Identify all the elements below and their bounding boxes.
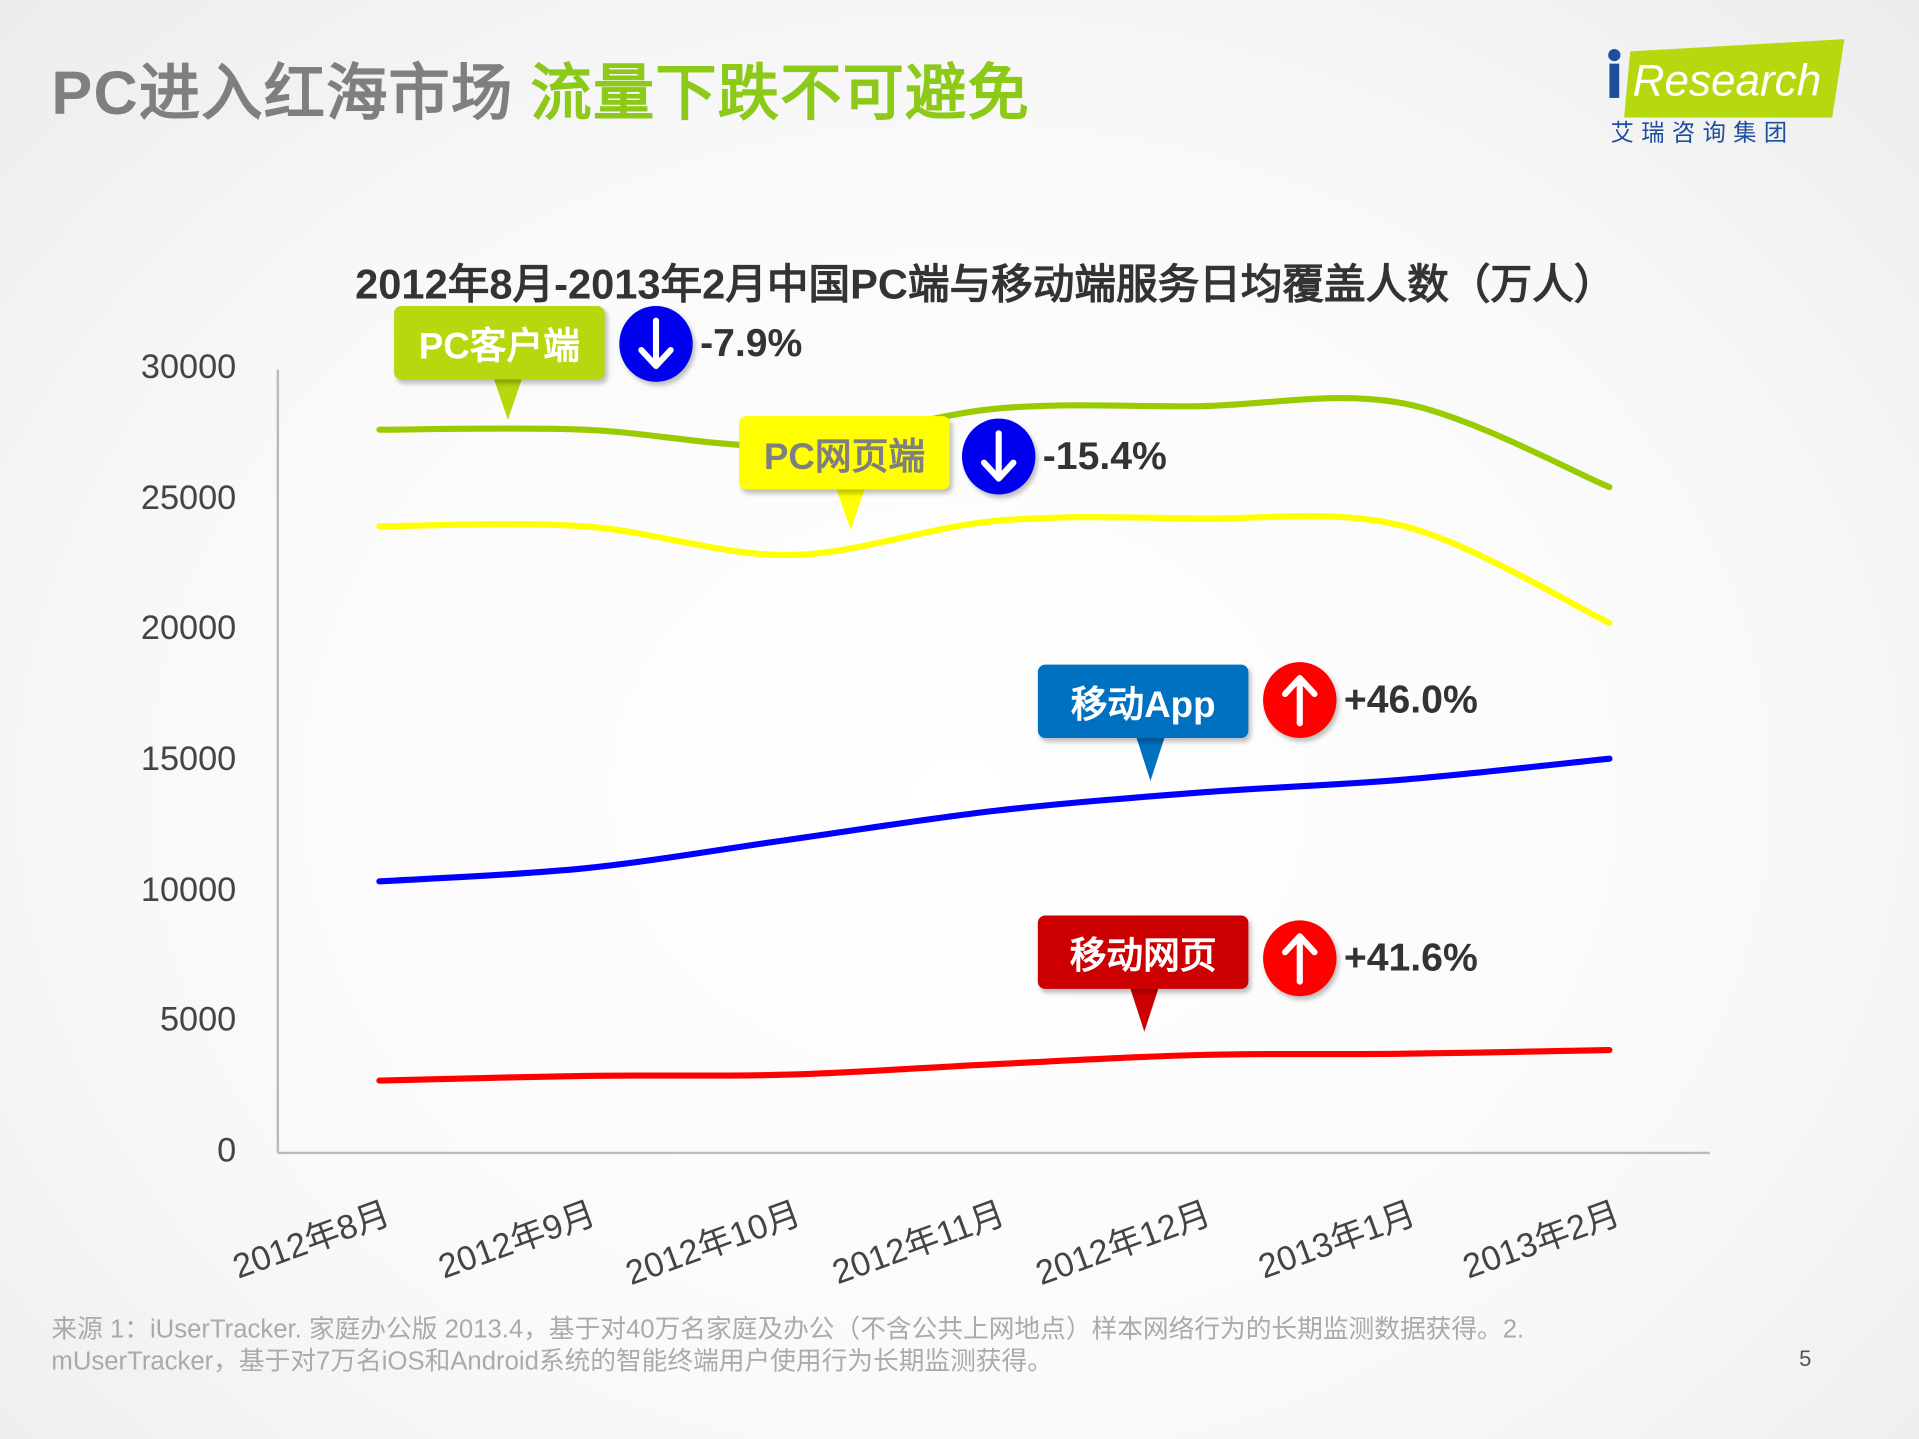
y-tick-label: 25000 (140, 478, 237, 517)
series-line-2 (376, 755, 1613, 885)
change-percent: -7.9% (700, 320, 803, 365)
arrow-up-icon (1263, 662, 1337, 739)
change-percent: +46.0% (1343, 676, 1478, 721)
slide-title: PC进入红海市场 流量下跌不可避免 (51, 44, 1029, 132)
chart-title: 2012年8月-2013年2月中国PC端与移动端服务日均覆盖人数（万人） (355, 261, 1616, 309)
series-label: 移动App (1037, 664, 1249, 739)
arrow-down-icon (961, 418, 1036, 495)
y-tick-label: 30000 (140, 347, 237, 386)
change-percent: -15.4% (1042, 433, 1167, 478)
series-label: PC网页端 (739, 416, 950, 490)
arrow-up-icon (1263, 920, 1337, 997)
callout-pointer (1129, 986, 1160, 1032)
callout-pointer (1135, 735, 1166, 781)
y-tick-label: 0 (217, 1130, 237, 1169)
title-gray: PC进入红海市场 (51, 58, 514, 128)
svg-text:Research: Research (1633, 56, 1822, 105)
change-percent: +41.6% (1343, 935, 1478, 980)
iresearch-logo: Research 艾 瑞 咨 询 集 团 (1606, 37, 1851, 153)
series-label: PC客户端 (394, 305, 605, 380)
series-label: 移动网页 (1037, 915, 1249, 989)
callout-pointer (493, 376, 523, 420)
y-tick-label: 15000 (140, 739, 237, 778)
y-tick-label: 20000 (140, 608, 237, 647)
title-green: 流量下跌不可避免 (530, 58, 1030, 128)
source-note: 来源 1：iUserTracker. 家庭办公版 2013.4，基于对40万名家… (51, 1315, 1525, 1376)
y-tick-label: 10000 (140, 869, 237, 908)
series-line-3 (376, 1046, 1613, 1084)
svg-text:艾 瑞 咨 询 集 团: 艾 瑞 咨 询 集 团 (1611, 120, 1787, 147)
series-line-0 (376, 394, 1613, 491)
y-tick-label: 5000 (159, 1000, 237, 1039)
page-number: 5 (1799, 1346, 1812, 1371)
series-line-1 (376, 513, 1613, 626)
callout-pointer (835, 487, 866, 530)
arrow-down-icon (619, 305, 693, 382)
